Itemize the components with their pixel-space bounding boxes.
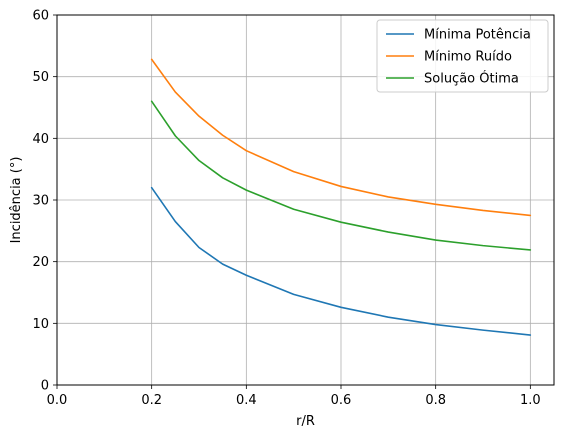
y-tick-label: 60 <box>32 9 49 24</box>
x-tick-label: 0.0 <box>47 393 68 408</box>
y-axis-label: Incidência (°) <box>9 157 24 244</box>
series-line-2 <box>150 100 532 251</box>
ticks: 0.0 0.2 0.4 0.6 0.8 1.0 0 10 20 30 40 50 60 <box>32 9 540 409</box>
legend: Mínima Potência Mínimo Ruído Solução Ótima <box>376 19 549 93</box>
x-tick-label: 0.4 <box>236 393 257 408</box>
y-tick-label: 30 <box>32 194 49 209</box>
series-line-0 <box>150 186 532 336</box>
legend-box <box>376 19 549 93</box>
y-tick-label: 50 <box>32 70 49 85</box>
x-tick-label: 0.2 <box>141 393 162 408</box>
series-group <box>150 58 532 336</box>
x-tick-label: 0.6 <box>331 393 352 408</box>
y-tick-label: 10 <box>32 317 49 332</box>
x-axis-label: r/R <box>296 414 315 429</box>
x-tick-label: 1.0 <box>520 393 541 408</box>
legend-label-0: Mínima Potência <box>424 28 531 43</box>
y-tick-label: 0 <box>41 379 49 394</box>
y-tick-label: 40 <box>32 132 49 147</box>
legend-label-2: Solução Ótima <box>424 71 519 87</box>
legend-label-1: Mínimo Ruído <box>424 50 512 65</box>
x-tick-label: 0.8 <box>425 393 446 408</box>
y-tick-label: 20 <box>32 255 49 270</box>
series-line-1 <box>150 58 532 217</box>
grid <box>56 14 554 386</box>
